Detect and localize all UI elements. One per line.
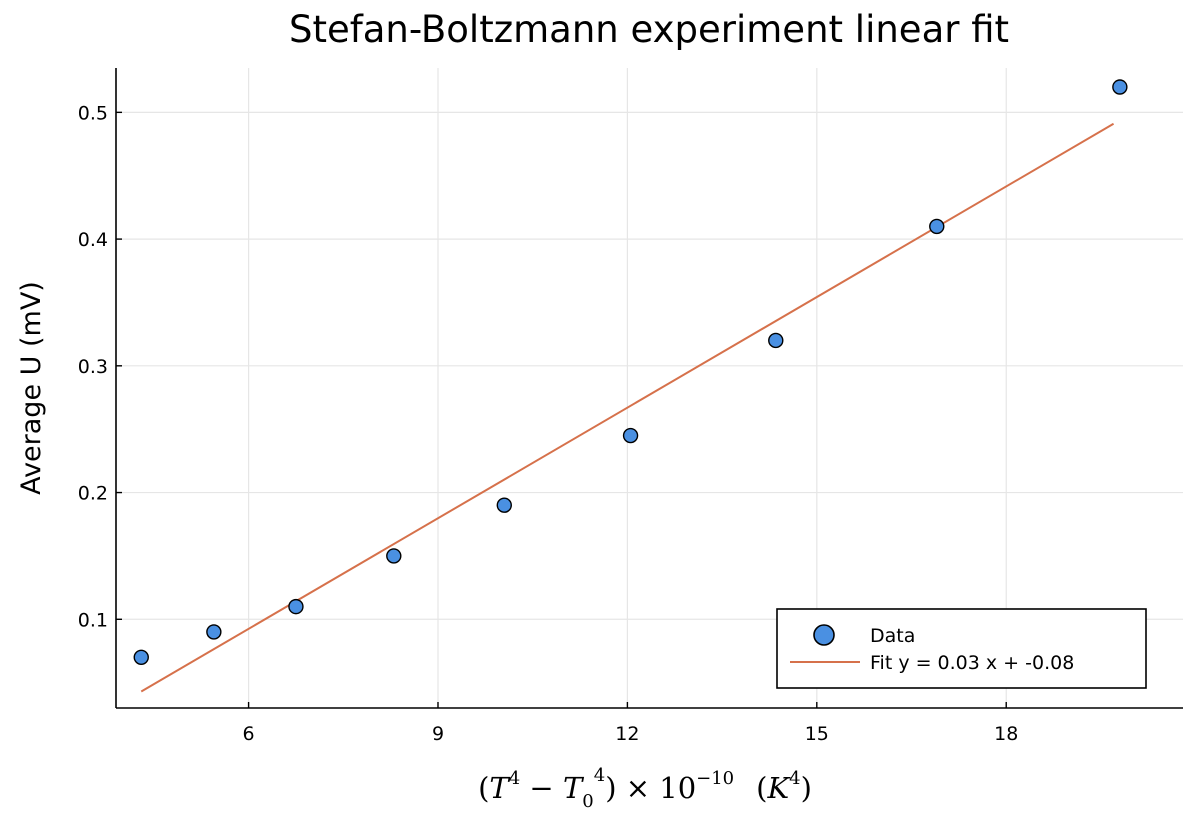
y-tick-label: 0.3 [78,356,108,378]
y-axis-label: Average U (mV) [16,281,47,495]
x-tick-label: 6 [243,723,255,745]
x-tick-label: 12 [615,723,639,745]
x-label-sub0: 0 [582,791,593,812]
legend-box [776,608,1147,689]
legend-label-data: Data [870,625,915,647]
data-point [622,427,639,444]
x-tick-label: 15 [805,723,829,745]
x-label-t0: T [563,771,585,805]
y-tick-label: 0.2 [78,483,108,505]
x-label-exp1: 4 [509,768,520,789]
data-point [1112,79,1128,95]
y-tick-label: 0.5 [78,102,108,124]
legend: Data Fit y = 0.03 x + -0.08 [776,608,1147,689]
x-label-exp2: 4 [594,765,605,786]
x-label-close: ) × 10 [605,771,696,805]
x-tick-label: 18 [994,723,1018,745]
x-label-open: ( [478,771,489,805]
x-label-unit-close: ) [801,771,812,805]
x-tick-label: 9 [432,723,444,745]
data-point [206,624,222,640]
legend-label-fit: Fit y = 0.03 x + -0.08 [870,652,1074,674]
x-ticks: 6 9 12 15 18 [243,702,1018,745]
x-label-exp3: −10 [696,768,734,789]
y-ticks: 0.1 0.2 0.3 0.4 0.5 [78,102,122,631]
x-label-exp4: 4 [789,768,800,789]
chart-title: Stefan-Boltzmann experiment linear fit [289,8,1009,51]
data-point [496,497,512,513]
x-axis-label: (T4 − T04) × 10−10 (K4) [478,765,812,812]
y-tick-label: 0.1 [78,609,108,631]
data-point [288,598,304,615]
y-tick-label: 0.4 [78,229,108,251]
x-label-unit-open: ( [756,771,767,805]
legend-marker-data [813,624,835,646]
fit-line [140,122,1115,693]
data-point [929,218,945,235]
data-point [768,332,784,349]
data-point [133,649,149,666]
grid [116,68,1183,708]
x-label-minus: − [520,771,563,805]
x-label-t: T [489,771,511,805]
series [133,79,1128,693]
x-label-k: K [766,771,791,805]
data-point [386,548,402,564]
